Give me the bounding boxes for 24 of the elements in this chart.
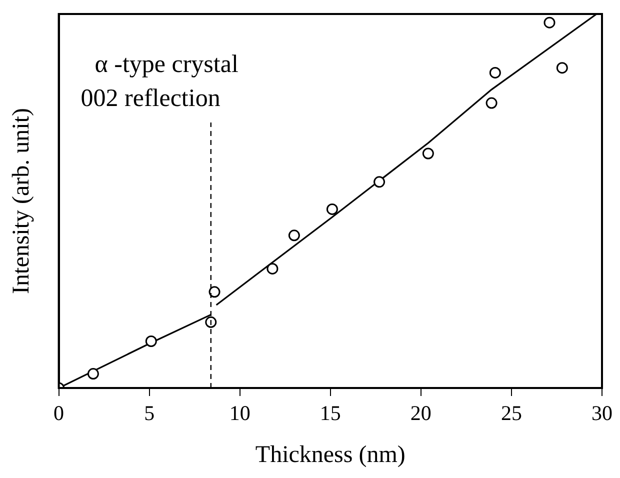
point [208, 286, 220, 298]
x-tick-label: 20 [410, 401, 432, 426]
point [489, 66, 501, 78]
point [205, 316, 217, 328]
point [422, 148, 434, 160]
point [556, 62, 568, 74]
point [288, 230, 300, 242]
x-tick-label: 25 [500, 401, 522, 426]
point [486, 97, 498, 109]
x-axis-title: Thickness (nm) [255, 442, 406, 468]
annotation: 002 reflection [80, 85, 221, 112]
x-tick-label: 10 [229, 401, 250, 426]
point [145, 336, 157, 347]
x-tick-label: 30 [592, 401, 612, 426]
x-tick-label: 0 [54, 401, 64, 426]
point [374, 176, 386, 188]
point [87, 368, 99, 380]
x-tick-label: 15 [320, 401, 341, 426]
point [544, 16, 556, 28]
annotation: α -type crystal [94, 51, 238, 78]
y-axis-title: Intensity (arb. unit) [8, 108, 35, 294]
point [266, 262, 278, 274]
point [326, 203, 338, 215]
x-tick-label: 5 [144, 401, 155, 426]
